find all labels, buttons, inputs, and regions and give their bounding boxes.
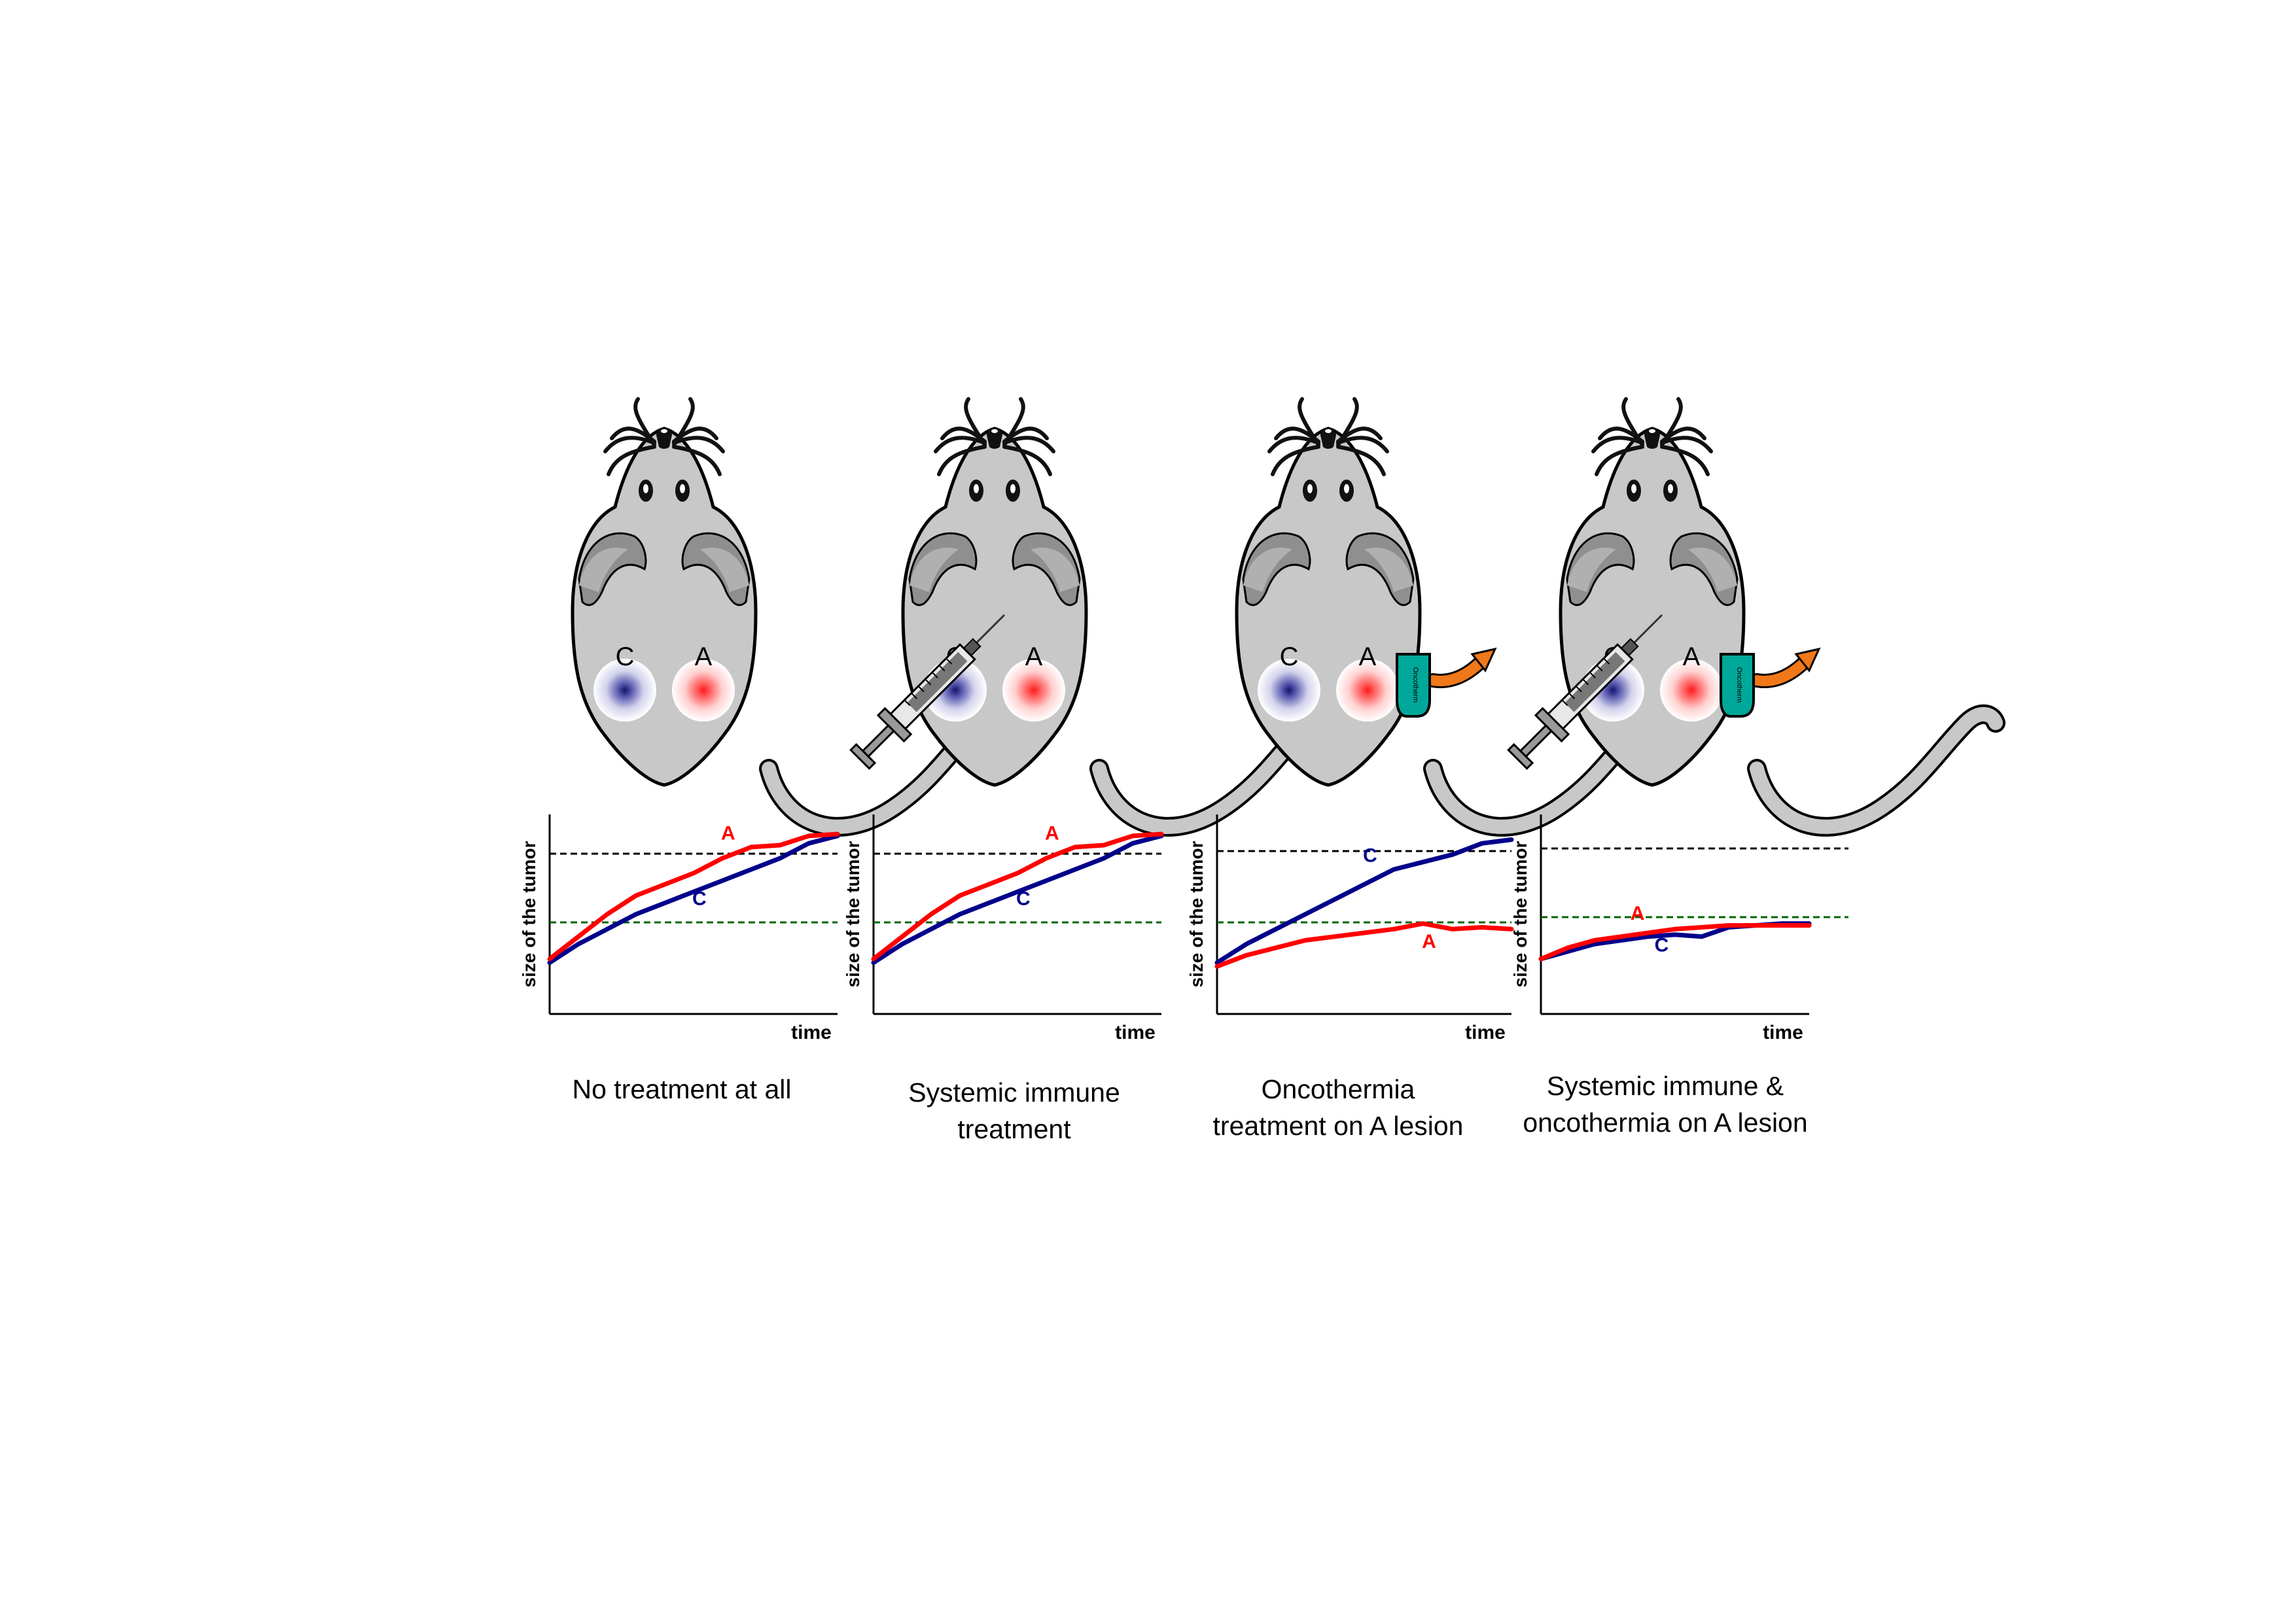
oncothermia-device-icon bbox=[1721, 649, 1819, 716]
caption-line: No treatment at all bbox=[572, 1074, 792, 1104]
mice-row: CACACACA bbox=[573, 399, 1996, 827]
tumor-label-a: A bbox=[695, 642, 713, 671]
caption-line: Oncothermia bbox=[1261, 1074, 1415, 1104]
curve-label-c: C bbox=[1655, 935, 1669, 956]
mouse-body bbox=[1561, 399, 1996, 827]
caption-line: oncothermia on A lesion bbox=[1523, 1108, 1808, 1138]
caption-systemic-immune: Systemic immune treatment bbox=[831, 1074, 1197, 1147]
oncothermia-device-icon bbox=[1397, 649, 1495, 716]
caption-no-treatment: No treatment at all bbox=[499, 1071, 865, 1108]
curve-label-a: A bbox=[1422, 931, 1436, 952]
mouse-illustration: CA bbox=[846, 399, 1338, 827]
curve-a bbox=[871, 831, 1164, 962]
x-axis-label: time bbox=[1115, 1022, 1156, 1043]
curve-label-a: A bbox=[1045, 823, 1059, 845]
mouse-illustration: CA bbox=[1504, 399, 1996, 827]
caption-line: Systemic immune & bbox=[1546, 1071, 1784, 1101]
x-axis-label: time bbox=[791, 1022, 832, 1043]
caption-line: treatment on A lesion bbox=[1212, 1111, 1464, 1141]
curve-label-a: A bbox=[1631, 903, 1645, 924]
curve-label-c: C bbox=[1363, 845, 1377, 867]
curve-a bbox=[1214, 921, 1514, 969]
x-axis-label: time bbox=[1465, 1022, 1506, 1043]
tumor-label-a: A bbox=[1359, 642, 1377, 671]
x-axis-label: time bbox=[1763, 1022, 1803, 1043]
curve-c bbox=[871, 833, 1164, 966]
caption-line: treatment bbox=[957, 1114, 1071, 1144]
tumor-label-a: A bbox=[1683, 642, 1701, 671]
curve-c bbox=[1214, 837, 1514, 966]
tumor-label-c: C bbox=[616, 642, 635, 671]
y-axis-label: size of the tumor bbox=[1186, 841, 1207, 987]
y-axis-label: size of the tumor bbox=[519, 841, 539, 987]
curve-label-c: C bbox=[1016, 888, 1031, 909]
caption-combined: Systemic immune & oncothermia on A lesio… bbox=[1482, 1068, 1848, 1141]
curve-a bbox=[1538, 923, 1812, 962]
tumor-label-c: C bbox=[1280, 642, 1299, 671]
curve-a bbox=[547, 831, 840, 962]
curve-label-c: C bbox=[692, 888, 707, 909]
caption-oncothermia-a: Oncothermia treatment on A lesion bbox=[1155, 1071, 1521, 1144]
curve-c bbox=[547, 833, 840, 966]
tumor-label-a: A bbox=[1025, 642, 1043, 671]
curve-label-a: A bbox=[721, 823, 735, 845]
y-axis-label: size of the tumor bbox=[1510, 841, 1530, 987]
caption-line: Systemic immune bbox=[908, 1077, 1120, 1108]
y-axis-label: size of the tumor bbox=[843, 841, 863, 987]
